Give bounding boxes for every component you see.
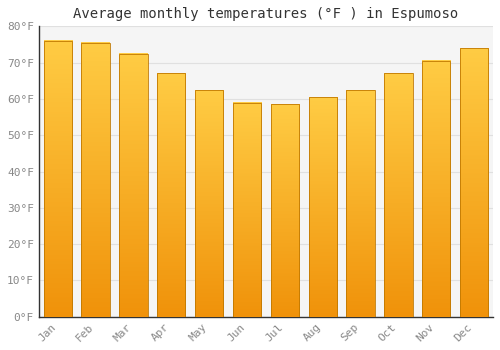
Bar (346, 90, 375, 317)
Bar (270, 104, 299, 317)
Title: Average monthly temperatures (°F ) in Espumoso: Average monthly temperatures (°F ) in Es… (74, 7, 458, 21)
Bar (195, 90, 224, 317)
Bar (157, 74, 186, 317)
Bar (384, 74, 412, 317)
Bar (44, 41, 72, 317)
Bar (119, 54, 148, 317)
Bar (422, 61, 450, 317)
Bar (308, 97, 337, 317)
Bar (460, 48, 488, 317)
Bar (233, 103, 261, 317)
Bar (82, 43, 110, 317)
